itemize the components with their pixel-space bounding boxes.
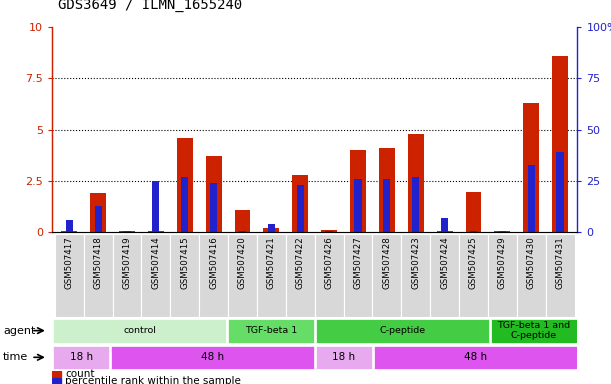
Text: GSM507423: GSM507423 (411, 237, 420, 290)
Bar (517, 234, 546, 317)
Bar (557, 152, 564, 232)
Bar (315, 346, 372, 369)
Bar (119, 231, 135, 232)
Text: GSM507417: GSM507417 (65, 237, 74, 290)
Bar (112, 234, 141, 317)
Text: GSM507420: GSM507420 (238, 237, 247, 290)
Bar (239, 231, 246, 232)
Text: percentile rank within the sample: percentile rank within the sample (65, 376, 241, 384)
Text: GSM507422: GSM507422 (296, 237, 305, 290)
Text: GSM507416: GSM507416 (209, 237, 218, 290)
Bar (257, 234, 286, 317)
Bar (228, 319, 314, 343)
Bar (90, 193, 106, 232)
Text: TGF-beta 1 and
C-peptide: TGF-beta 1 and C-peptide (497, 321, 570, 340)
Text: GSM507425: GSM507425 (469, 237, 478, 290)
Bar (437, 231, 453, 232)
Bar (170, 234, 199, 317)
Bar (546, 234, 574, 317)
Bar (326, 231, 333, 232)
Bar (552, 56, 568, 232)
Bar (354, 179, 362, 232)
Text: 48 h: 48 h (201, 352, 224, 362)
Bar (373, 234, 401, 317)
Bar (268, 224, 275, 232)
Bar (123, 231, 131, 232)
Text: GSM507427: GSM507427 (354, 237, 362, 290)
Bar (206, 156, 222, 232)
Bar (53, 319, 226, 343)
Bar (235, 210, 251, 232)
Text: 48 h: 48 h (464, 352, 487, 362)
Bar (488, 234, 517, 317)
Text: time: time (3, 352, 28, 362)
Bar (65, 220, 73, 232)
Bar (527, 164, 535, 232)
Bar (315, 234, 343, 317)
Text: GSM507431: GSM507431 (555, 237, 565, 290)
Bar (55, 234, 84, 317)
Bar (292, 175, 308, 232)
Bar (315, 319, 489, 343)
Bar (408, 134, 423, 232)
Bar (52, 378, 61, 384)
Bar (466, 192, 481, 232)
Bar (181, 177, 188, 232)
Bar (148, 231, 164, 232)
Bar (263, 228, 279, 232)
Bar (374, 346, 577, 369)
Bar (383, 179, 390, 232)
Text: GSM507419: GSM507419 (122, 237, 131, 289)
Text: GSM507418: GSM507418 (93, 237, 103, 290)
Bar (350, 150, 366, 232)
Bar (343, 234, 373, 317)
Bar (84, 234, 112, 317)
Bar (177, 138, 192, 232)
Bar (379, 148, 395, 232)
Text: C-peptide: C-peptide (379, 326, 425, 335)
Text: count: count (65, 369, 95, 379)
Text: GSM507414: GSM507414 (152, 237, 160, 290)
Text: 18 h: 18 h (332, 352, 356, 362)
Bar (494, 231, 510, 232)
Text: GSM507421: GSM507421 (267, 237, 276, 290)
Bar (95, 205, 102, 232)
Text: TGF-beta 1: TGF-beta 1 (245, 326, 297, 335)
Bar (441, 218, 448, 232)
Bar (228, 234, 257, 317)
Text: agent: agent (3, 326, 35, 336)
Bar (499, 231, 506, 232)
Bar (210, 183, 218, 232)
Bar (152, 181, 159, 232)
Bar (412, 177, 419, 232)
Text: GDS3649 / ILMN_1655240: GDS3649 / ILMN_1655240 (58, 0, 243, 12)
Text: GSM507429: GSM507429 (498, 237, 507, 289)
Bar (61, 231, 77, 232)
Bar (199, 234, 228, 317)
Bar (286, 234, 315, 317)
Text: GSM507424: GSM507424 (440, 237, 449, 290)
Text: control: control (123, 326, 156, 335)
Bar (491, 319, 577, 343)
Text: GSM507415: GSM507415 (180, 237, 189, 290)
Bar (111, 346, 314, 369)
Bar (401, 234, 430, 317)
Bar (523, 103, 539, 232)
Text: GSM507426: GSM507426 (324, 237, 334, 290)
Text: GSM507430: GSM507430 (527, 237, 536, 290)
Bar (459, 234, 488, 317)
Bar (53, 346, 109, 369)
Text: GSM507428: GSM507428 (382, 237, 391, 290)
Bar (296, 185, 304, 232)
Bar (321, 230, 337, 232)
Bar (52, 371, 61, 377)
Bar (141, 234, 170, 317)
Bar (470, 231, 477, 232)
Text: 18 h: 18 h (70, 352, 93, 362)
Bar (430, 234, 459, 317)
